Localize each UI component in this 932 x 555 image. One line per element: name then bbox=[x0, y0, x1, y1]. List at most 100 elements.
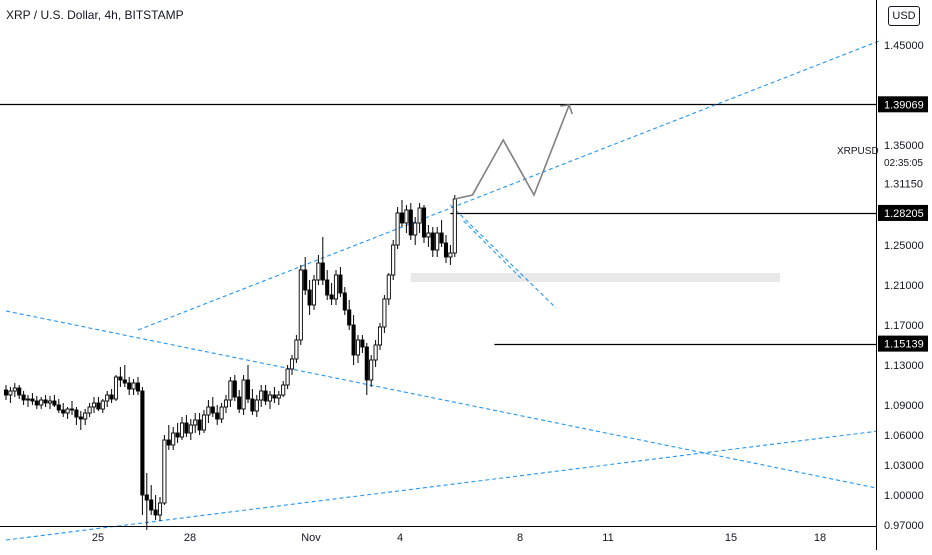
candle bbox=[131, 379, 136, 395]
candle bbox=[215, 405, 220, 425]
candle bbox=[294, 335, 299, 363]
candle-up bbox=[316, 262, 321, 281]
candle-down bbox=[347, 309, 352, 326]
candle-up bbox=[395, 212, 400, 246]
price-level-label bbox=[878, 335, 928, 352]
candle-down bbox=[364, 346, 369, 381]
candle bbox=[171, 427, 176, 450]
candle bbox=[127, 377, 132, 395]
candle-down bbox=[272, 394, 277, 399]
candle bbox=[426, 225, 431, 247]
time-axis[interactable]: 25 28 Nov 4 8 11 15 18 bbox=[92, 532, 826, 544]
candle-down bbox=[74, 409, 79, 418]
y-tick-label: 1.45000 bbox=[884, 40, 924, 52]
candle-up bbox=[373, 344, 378, 361]
candle bbox=[223, 395, 229, 413]
candle bbox=[96, 397, 101, 411]
candle-down bbox=[263, 390, 268, 402]
candle bbox=[179, 417, 185, 440]
candle-down bbox=[109, 394, 114, 400]
candle-up bbox=[267, 394, 273, 402]
y-tick-label: 1.17000 bbox=[884, 320, 924, 332]
candle bbox=[193, 413, 198, 433]
candle-up bbox=[241, 379, 246, 410]
candle bbox=[417, 203, 422, 233]
candle-up bbox=[377, 326, 383, 346]
candle-up bbox=[281, 384, 286, 396]
trendline[interactable] bbox=[137, 39, 882, 331]
candle-up bbox=[382, 298, 387, 328]
candle bbox=[241, 375, 246, 415]
candle-down bbox=[96, 402, 101, 410]
price-level-label-text: 1.15139 bbox=[884, 339, 924, 351]
candle-up bbox=[391, 244, 396, 276]
candle bbox=[78, 411, 83, 430]
candle-down bbox=[320, 262, 325, 281]
candle-down bbox=[21, 394, 26, 401]
price-axis[interactable]: 1.45000 1.35000 1.31150 1.25000 1.21000 1.170… bbox=[884, 40, 924, 555]
candle-down bbox=[303, 269, 308, 291]
y-tick-label: 1.21000 bbox=[884, 280, 924, 292]
candle-up bbox=[333, 274, 339, 300]
candle bbox=[153, 495, 158, 520]
candle-up bbox=[426, 232, 431, 238]
candle bbox=[109, 389, 114, 403]
candle-down bbox=[175, 432, 180, 438]
x-tick-label: 15 bbox=[725, 532, 737, 544]
candle bbox=[443, 235, 449, 263]
candle-up bbox=[157, 502, 163, 516]
candle-down bbox=[144, 494, 149, 501]
candle-up bbox=[171, 432, 176, 446]
candle bbox=[237, 390, 242, 413]
candle bbox=[118, 367, 123, 387]
x-tick-label: 25 bbox=[92, 532, 104, 544]
candle bbox=[272, 387, 277, 403]
candle bbox=[39, 397, 44, 409]
x-tick-label: Nov bbox=[301, 532, 321, 544]
candle bbox=[386, 273, 391, 305]
candle-down bbox=[351, 324, 356, 356]
y-tick-label: 1.13000 bbox=[884, 360, 924, 372]
candle bbox=[369, 355, 374, 387]
candle-up bbox=[201, 414, 207, 431]
candle bbox=[144, 473, 149, 530]
x-tick-label: 4 bbox=[397, 532, 403, 544]
candle-down bbox=[122, 379, 127, 384]
candle-down bbox=[215, 412, 220, 420]
candle bbox=[228, 377, 233, 407]
candle bbox=[395, 207, 400, 249]
candle-down bbox=[184, 422, 189, 434]
candle bbox=[122, 365, 127, 387]
candle bbox=[382, 295, 387, 333]
candle-down bbox=[439, 232, 444, 244]
candle-up bbox=[355, 339, 361, 356]
candle-up bbox=[162, 439, 167, 504]
candle-up bbox=[219, 406, 224, 420]
trendline[interactable] bbox=[5, 310, 877, 489]
candle-down bbox=[135, 382, 141, 392]
candle-down bbox=[421, 207, 427, 238]
projection-path[interactable] bbox=[454, 104, 570, 200]
trendline[interactable] bbox=[5, 430, 877, 541]
candle-down bbox=[34, 400, 39, 406]
candle bbox=[34, 396, 39, 409]
candle-down bbox=[307, 289, 312, 306]
candle-up bbox=[87, 406, 92, 414]
candle bbox=[338, 267, 343, 297]
candle bbox=[47, 396, 53, 409]
candle-up bbox=[206, 406, 211, 416]
trendline[interactable] bbox=[450, 204, 557, 309]
candle bbox=[52, 395, 57, 407]
candle-down bbox=[360, 339, 365, 348]
candle bbox=[351, 315, 356, 365]
currency-button[interactable]: USD bbox=[888, 6, 920, 26]
candle bbox=[421, 205, 427, 243]
candle-up bbox=[188, 424, 193, 434]
candle-up bbox=[254, 399, 259, 412]
price-level-label bbox=[878, 204, 928, 221]
candle-down bbox=[140, 390, 145, 496]
candle bbox=[175, 423, 180, 443]
candle bbox=[210, 397, 215, 417]
